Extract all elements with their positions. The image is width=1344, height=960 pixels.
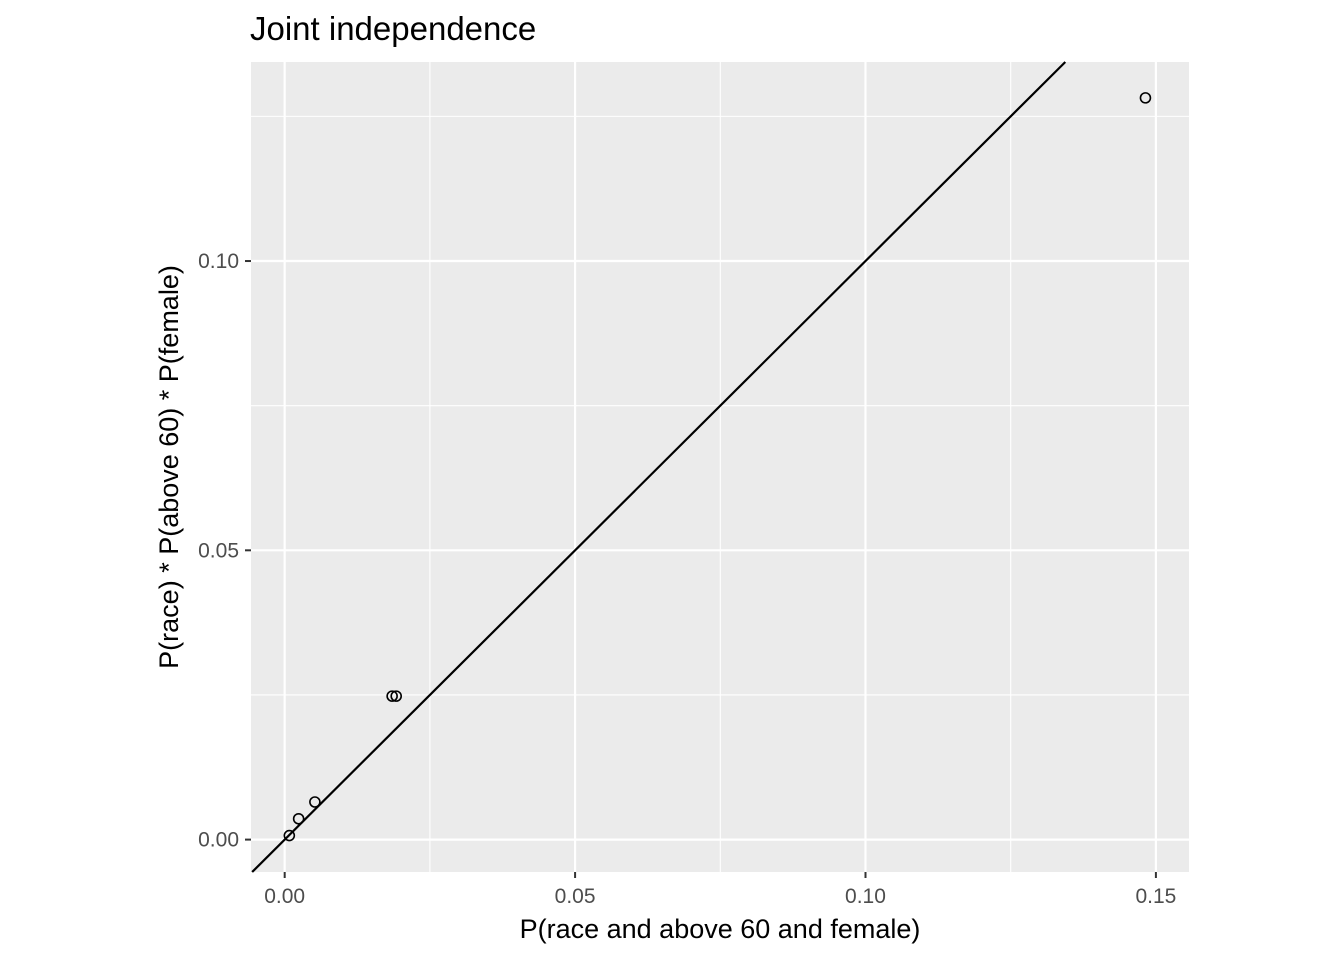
data-point (292, 812, 305, 825)
x-axis-title: P(race and above 60 and female) (520, 914, 921, 944)
reference-line (251, 61, 1067, 873)
data-point (1139, 92, 1152, 104)
y-axis: 0.00 0.05 0.10 (198, 250, 251, 852)
x-tick-label: 0.10 (845, 885, 886, 908)
x-tick-label: 0.00 (264, 885, 305, 908)
y-tick-label: 0.05 (198, 539, 239, 562)
major-gridlines (251, 62, 1189, 872)
x-tick-label: 0.05 (555, 885, 596, 908)
y-tick-label: 0.00 (198, 829, 239, 852)
data-point (283, 829, 296, 842)
x-axis: 0.00 0.05 0.10 0.15 (264, 872, 1176, 908)
data-point (390, 690, 403, 702)
points-layer (283, 92, 1152, 842)
data-point (386, 690, 398, 702)
data-point (309, 796, 321, 808)
x-tick-label: 0.15 (1135, 885, 1176, 908)
y-axis-title: P(race) * P(above 60) * P(female) (154, 265, 184, 669)
y-tick-label: 0.10 (198, 250, 239, 273)
reference-line-layer (251, 61, 1067, 873)
chart-title: Joint independence (250, 10, 536, 47)
minor-gridlines (251, 62, 1189, 872)
